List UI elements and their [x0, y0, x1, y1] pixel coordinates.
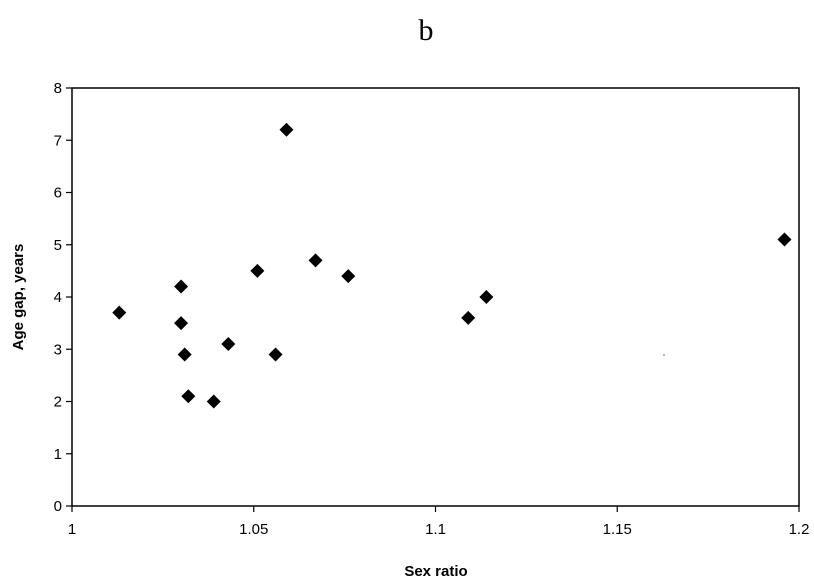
y-tick-label: 1 — [54, 446, 62, 463]
data-point-diamond — [341, 269, 356, 284]
data-point-diamond — [112, 305, 127, 320]
y-tick-label: 5 — [54, 237, 62, 254]
data-point-diamond — [177, 347, 192, 362]
x-axis-title: Sex ratio — [404, 563, 467, 580]
y-tick-label: 4 — [54, 289, 62, 306]
chart-title: b — [419, 14, 434, 47]
data-point-diamond — [308, 253, 323, 268]
y-tick-label: 3 — [54, 341, 62, 358]
data-point-diamond — [479, 290, 494, 304]
x-tick-label: 1.2 — [789, 521, 810, 538]
x-tick-label: 1.15 — [603, 521, 632, 538]
y-tick-label: 6 — [54, 185, 62, 202]
data-points — [112, 122, 792, 409]
x-tick-label: 1 — [68, 521, 76, 538]
y-tick-label: 8 — [54, 80, 62, 97]
data-point-diamond — [174, 316, 189, 331]
data-point-diamond — [777, 232, 792, 247]
stray-dot — [663, 354, 665, 356]
x-tick-label: 1.1 — [425, 521, 446, 538]
x-tick-label: 1.05 — [239, 521, 268, 538]
data-point-diamond — [250, 263, 265, 278]
data-point-diamond — [206, 394, 221, 409]
data-point-diamond — [174, 279, 189, 294]
data-point-diamond — [181, 389, 196, 404]
data-point-diamond — [268, 347, 283, 362]
y-tick-label: 0 — [54, 498, 62, 515]
x-axis: 1 1.05 1.1 1.15 1.2 — [68, 506, 810, 538]
plot-area — [71, 87, 800, 507]
data-point-diamond — [279, 122, 294, 137]
y-axis: 0 1 2 3 4 5 6 7 8 — [54, 80, 72, 515]
y-axis-title: Age gap, years — [10, 244, 27, 351]
data-point-diamond — [221, 337, 236, 352]
data-point-diamond — [461, 310, 476, 325]
y-tick-label: 2 — [54, 394, 62, 411]
y-tick-label: 7 — [54, 132, 62, 149]
